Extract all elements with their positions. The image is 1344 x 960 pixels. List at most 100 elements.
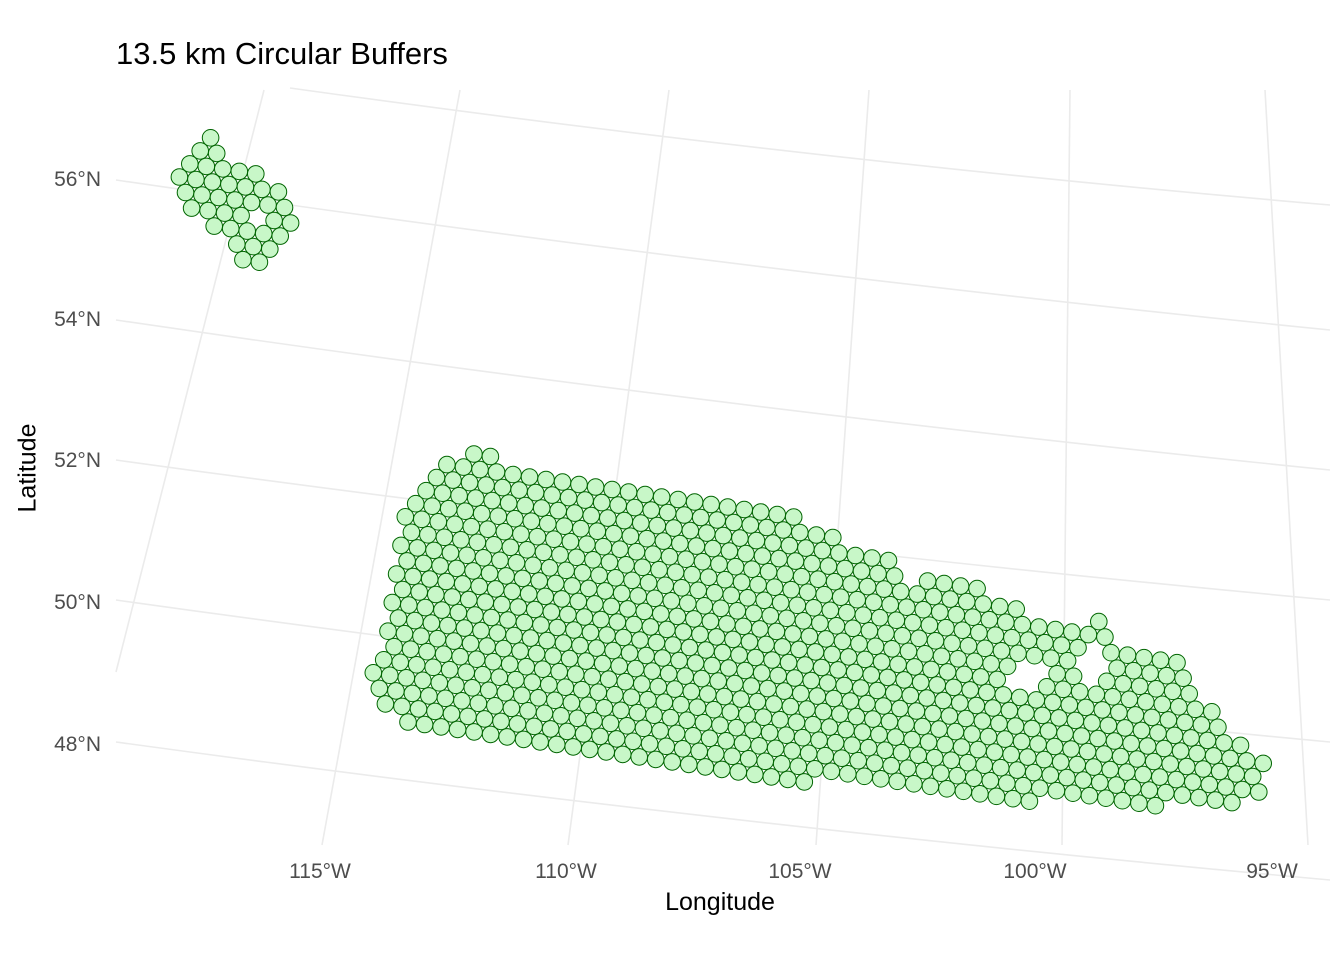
buffer-circle bbox=[1063, 623, 1081, 641]
buffer-circle bbox=[261, 240, 279, 258]
y-tick-label: 56°N bbox=[54, 168, 101, 191]
buffer-circle bbox=[702, 495, 720, 514]
buffer-circle bbox=[685, 493, 704, 511]
buffer-circle bbox=[247, 165, 265, 183]
buffer-circle bbox=[735, 500, 754, 519]
buffer-circle bbox=[1046, 620, 1065, 639]
y-tick-label: 50°N bbox=[54, 591, 101, 614]
buffer-circle bbox=[1070, 683, 1089, 701]
buffer-circle bbox=[1058, 651, 1077, 670]
parallel-line bbox=[115, 179, 1331, 331]
buffer-circle bbox=[201, 129, 220, 147]
buffer-circle bbox=[636, 485, 654, 504]
buffer-circle bbox=[1064, 667, 1083, 686]
buffer-circle bbox=[652, 488, 671, 506]
buffer-circle bbox=[768, 505, 787, 524]
buffer-circle bbox=[570, 475, 588, 494]
buffer-circle bbox=[619, 483, 638, 501]
buffer-circle bbox=[1151, 651, 1170, 670]
x-tick-label: 100°W bbox=[1003, 860, 1066, 883]
buffer-circle bbox=[250, 253, 269, 272]
buffer-circle bbox=[863, 549, 881, 567]
buffer-circle bbox=[669, 490, 687, 509]
buffer-circle bbox=[846, 546, 865, 565]
buffer-circle bbox=[1243, 767, 1262, 786]
map-title: 13.5 km Circular Buffers bbox=[116, 36, 448, 71]
buffer-circle bbox=[885, 567, 904, 585]
y-tick-label: 54°N bbox=[54, 308, 101, 331]
buffer-circle bbox=[487, 463, 506, 481]
buffer-circle bbox=[784, 508, 803, 526]
buffer-circle bbox=[553, 473, 572, 491]
buffer-circle bbox=[1013, 615, 1032, 634]
buffer-circle bbox=[935, 574, 953, 593]
buffer-circle bbox=[253, 180, 271, 199]
axis-ticks: 115°W 110°W 105°W 100°W 95°W 56°N 54°N 52°N 50°N… bbox=[54, 168, 1298, 883]
buffer-circle bbox=[1180, 685, 1198, 703]
buffer-circle bbox=[918, 572, 937, 590]
buffer-circle bbox=[603, 480, 621, 499]
buffer-circle bbox=[275, 198, 294, 217]
buffer-circle bbox=[951, 577, 970, 595]
y-tick-label: 48°N bbox=[54, 733, 101, 756]
meridian-line bbox=[1264, 89, 1309, 846]
buffer-circle bbox=[990, 597, 1009, 616]
buffer-circle bbox=[481, 447, 500, 466]
buffer-circle bbox=[791, 523, 809, 542]
buffer-circle bbox=[974, 595, 993, 613]
buffer-circle bbox=[1090, 612, 1108, 631]
meridian-line bbox=[321, 89, 461, 846]
buffer-circle bbox=[214, 160, 232, 178]
buffer-circle bbox=[1118, 646, 1137, 665]
buffer-circle bbox=[1069, 638, 1087, 657]
y-tick-label: 52°N bbox=[54, 449, 101, 472]
buffer-circle bbox=[1007, 600, 1026, 618]
buffer-circle bbox=[438, 455, 456, 474]
buffer-circle bbox=[1203, 703, 1221, 721]
buffer-circle bbox=[465, 445, 483, 463]
buffer-circle bbox=[207, 144, 226, 163]
buffer-circle bbox=[1096, 628, 1114, 646]
buffer-circle bbox=[1135, 648, 1153, 667]
buffer-circle bbox=[238, 222, 256, 240]
buffer-circle bbox=[795, 773, 814, 791]
parallel-line bbox=[115, 741, 1331, 881]
buffer-circle bbox=[807, 526, 826, 544]
buffer-circles bbox=[170, 129, 1272, 815]
buffer-circle bbox=[520, 468, 539, 486]
buffer-circle bbox=[1231, 736, 1250, 755]
buffer-circle bbox=[1215, 734, 1233, 752]
buffer-circle bbox=[824, 528, 842, 547]
buffer-circle bbox=[1146, 796, 1165, 815]
buffer-circle bbox=[1030, 618, 1048, 636]
buffer-circle bbox=[281, 214, 300, 232]
buffer-circle bbox=[998, 657, 1017, 676]
buffer-circle bbox=[718, 498, 737, 516]
buffer-circle bbox=[586, 478, 605, 496]
buffer-circle bbox=[968, 579, 986, 598]
x-tick-label: 110°W bbox=[535, 860, 597, 883]
x-axis-title: Longitude bbox=[665, 888, 775, 916]
buffer-circle bbox=[994, 686, 1013, 704]
buffer-circle bbox=[988, 670, 1007, 689]
buffer-circle bbox=[1174, 669, 1192, 688]
buffer-circle bbox=[232, 206, 250, 225]
buffer-circle bbox=[891, 582, 910, 601]
buffer-circle bbox=[1011, 688, 1029, 707]
buffer-circle bbox=[230, 162, 249, 181]
buffer-circle bbox=[271, 227, 290, 245]
x-tick-label: 115°W bbox=[289, 860, 351, 883]
buffer-circle bbox=[537, 470, 555, 489]
buffer-circle bbox=[879, 551, 898, 570]
buffer-circle bbox=[1020, 792, 1039, 811]
buffer-circle bbox=[269, 183, 288, 201]
x-tick-label: 95°W bbox=[1246, 860, 1298, 883]
buffer-circle bbox=[504, 465, 522, 484]
parallel-line bbox=[289, 87, 1331, 206]
buffer-circle bbox=[830, 544, 848, 562]
buffer-circle bbox=[1237, 752, 1256, 770]
parallel-line bbox=[115, 319, 1331, 471]
buffer-circle bbox=[1209, 718, 1227, 737]
x-tick-label: 105°W bbox=[768, 860, 831, 883]
